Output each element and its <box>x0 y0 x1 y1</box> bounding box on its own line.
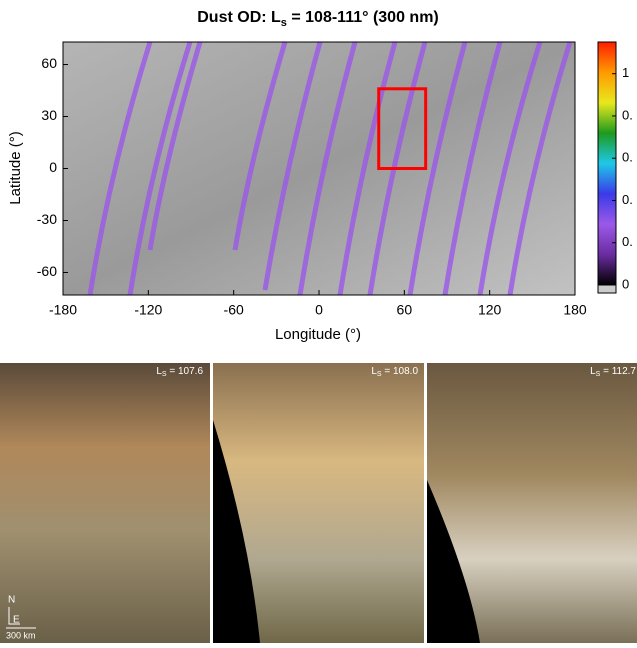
colorbar-tick-label: 0 <box>622 276 629 291</box>
colorbar-tick-label: 0. <box>622 107 633 122</box>
colorbar-tick-label: 0. <box>622 150 633 165</box>
y-tick-label: -60 <box>37 263 57 279</box>
x-tick-label: 120 <box>478 302 502 318</box>
colorbar-under <box>598 285 616 293</box>
chart-title: Dust OD: Ls = 108-111° (300 nm) <box>197 9 439 29</box>
colorbar-tick-label: 0. <box>622 234 633 249</box>
title-text: Dust OD: L <box>197 9 281 26</box>
figure: Dust OD: Ls = 108-111° (300 nm) Longitud… <box>0 0 637 643</box>
image-panel <box>0 363 210 643</box>
x-tick-label: -60 <box>224 302 244 318</box>
title-text: = 108-111° (300 nm) <box>287 9 439 26</box>
y-tick-label: -30 <box>37 211 57 227</box>
x-tick-label: -120 <box>134 302 162 318</box>
x-tick-label: 180 <box>563 302 587 318</box>
scale-label: 300 km <box>6 630 36 640</box>
colorbar <box>598 42 616 285</box>
x-tick-label: 0 <box>315 302 323 318</box>
label-text: = 112.7 <box>600 366 636 377</box>
x-tick-label: -180 <box>49 302 77 318</box>
y-tick-label: 30 <box>41 107 57 123</box>
y-tick-label: 60 <box>41 55 57 71</box>
colorbar-tick-label: 0. <box>622 192 633 207</box>
y-axis-label: Latitude (°) <box>7 131 24 205</box>
x-axis-label: Longitude (°) <box>275 326 361 343</box>
north-label: N <box>8 595 15 606</box>
x-tick-label: 60 <box>397 302 413 318</box>
label-text: = 108.0 <box>382 366 419 377</box>
label-text: = 107.6 <box>167 366 204 377</box>
colorbar-tick-label: 1 <box>622 65 629 80</box>
y-tick-label: 0 <box>49 159 57 175</box>
